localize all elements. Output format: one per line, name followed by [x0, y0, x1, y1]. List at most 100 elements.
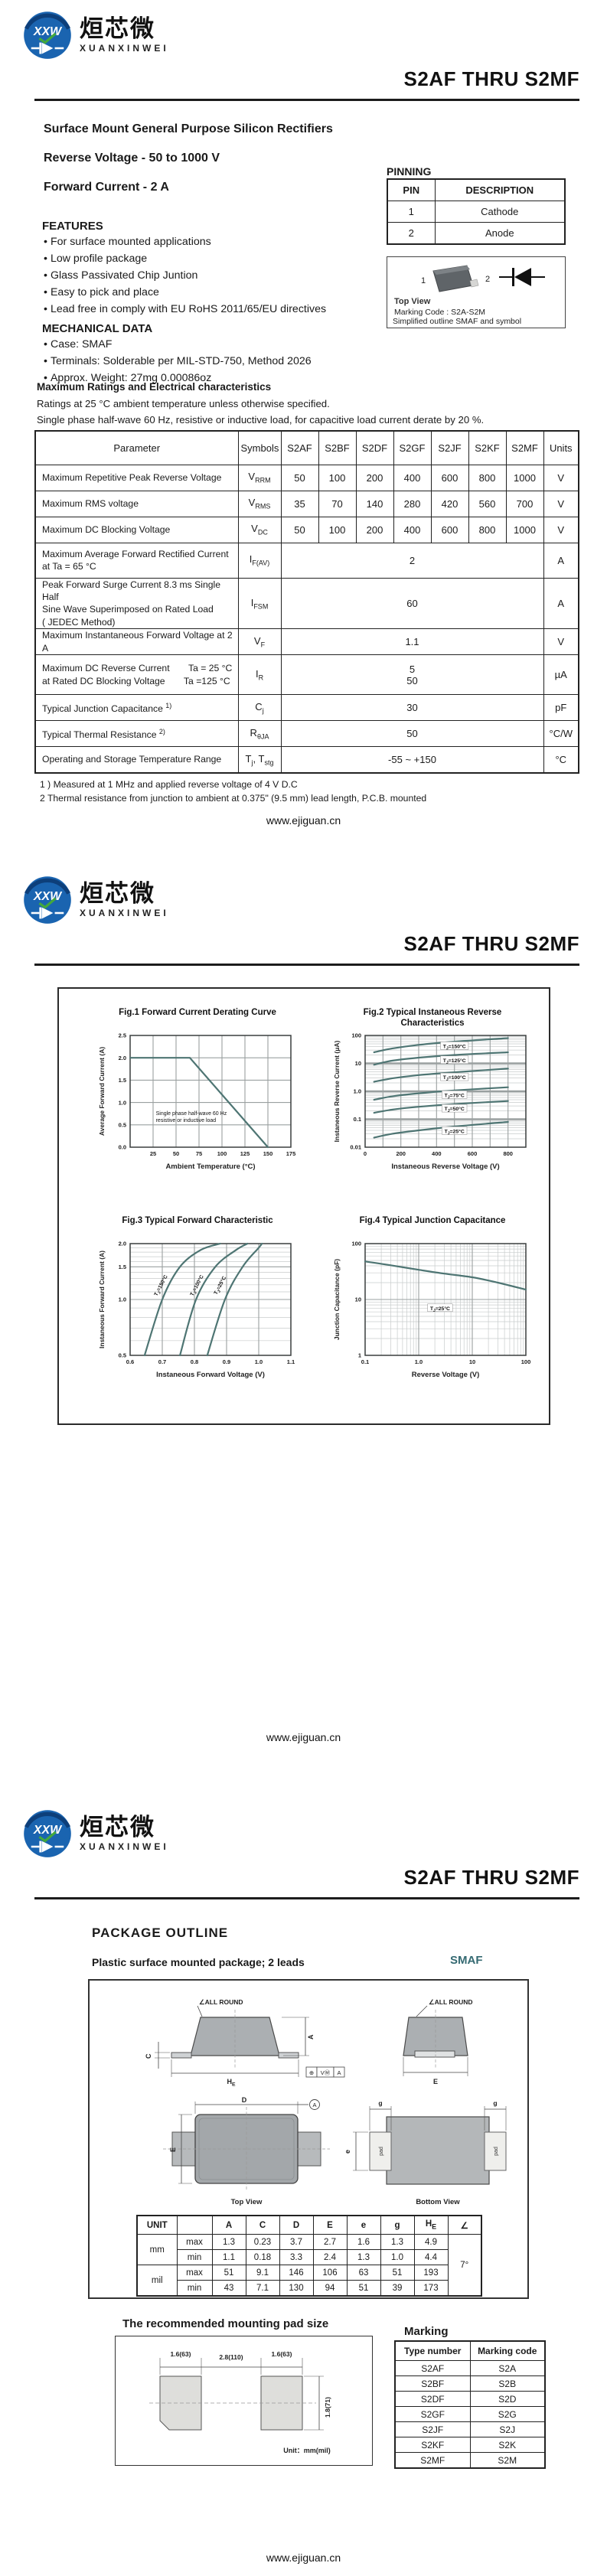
svg-text:0.6: 0.6 [126, 1358, 134, 1365]
svg-text:A: A [337, 2069, 341, 2076]
package-subheading: Plastic surface mounted package; 2 leads [92, 1956, 305, 1968]
svg-text:Reverse Voltage (V): Reverse Voltage (V) [412, 1371, 480, 1379]
svg-text:0.1: 0.1 [361, 1358, 369, 1365]
marking-row: S2KF S2K [394, 2437, 546, 2453]
series-T_J=125°C [373, 1051, 509, 1066]
reverse-voltage-line: Reverse Voltage - 50 to 1000 V [44, 152, 220, 165]
solder-pad [369, 2131, 392, 2171]
marking-code-cell: S2D [469, 2391, 546, 2407]
part-number-title: S2AF THRU S2MF [403, 932, 579, 955]
dim-row: mil max 51 9.1 146 106 63 51 193 [136, 2265, 481, 2297]
pin-description: Anode [434, 222, 566, 245]
svg-text:TJ=150°C: TJ=150°C [443, 1043, 466, 1051]
series-T_J=25°C [206, 1242, 263, 1357]
features-list: • For surface mounted applications • Low pr… [44, 236, 373, 320]
svg-text:10: 10 [355, 1060, 361, 1067]
description-col-header: DESCRIPTION [434, 178, 566, 201]
svg-text:800: 800 [503, 1150, 513, 1157]
value-cell: 100 [318, 464, 357, 491]
smd-package-icon [432, 265, 479, 292]
value-cell: 140 [355, 490, 394, 517]
svg-text:pad: pad [379, 2147, 384, 2156]
fig3-chart: TJ=150°C TJ=100°C TJ=25°C 0.6 0.7 0.8 0.9 1.0 1.… [83, 1238, 312, 1384]
svg-text:1.0: 1.0 [119, 1296, 126, 1303]
value-cell: 100 [318, 516, 357, 543]
marking-code-cell: S2M [469, 2452, 546, 2469]
svg-text:Single phase half-wave 60 Hz: Single phase half-wave 60 Hz [156, 1111, 227, 1117]
ratings-row: Maximum Instantaneous Forward Voltage at… [34, 628, 579, 656]
fig3-title: Fig.3 Typical Forward Characteristic [122, 1216, 273, 1225]
type-number-cell: S2JF [394, 2421, 471, 2437]
svg-text:10: 10 [469, 1358, 475, 1365]
dim-value-cell: 7.1 [245, 2280, 280, 2297]
marking-code-note: Marking Code : S2A-S2M [394, 308, 486, 317]
param-cell: Operating and Storage Temperature Range [34, 746, 239, 774]
fig4-title: Fig.4 Typical Junction Capacitance [359, 1216, 506, 1225]
dim-value-cell: 1.0 [380, 2249, 415, 2265]
dim-col-header: D [279, 2215, 314, 2235]
value-cell: 5 50 [280, 654, 544, 696]
header-rule [34, 964, 579, 966]
svg-text:1.0: 1.0 [415, 1358, 423, 1365]
value-cell: 2 [280, 542, 544, 579]
type-number-cell: S2DF [394, 2391, 471, 2407]
ratings-col-header: S2MF [505, 430, 544, 465]
svg-text:TJ=25°C: TJ=25°C [430, 1306, 450, 1313]
svg-text:Instaneous Forward Current (A): Instaneous Forward Current (A) [98, 1251, 106, 1348]
footnote-2: 2 Thermal resistance from junction to am… [40, 793, 427, 804]
svg-text:25: 25 [150, 1150, 156, 1157]
dim-value-cell: 9.1 [245, 2265, 280, 2281]
value-cell: 30 [280, 694, 544, 722]
unit-cell: A [543, 542, 579, 579]
dim-value-cell: 173 [413, 2280, 449, 2297]
series-T_J=150°C [373, 1037, 509, 1054]
fig2-title: Fig.2 Typical Instaneous Reverse Charact… [363, 1008, 502, 1029]
unit-cell: pF [543, 694, 579, 722]
dim-value-cell: 130 [279, 2280, 314, 2297]
pad-size-heading: The recommended mounting pad size [122, 2317, 329, 2330]
dim-col-header: A [211, 2215, 246, 2235]
feature-item: • Low profile package [44, 253, 148, 265]
mounting-pad-drawing: 1.6(63) 2.8(110) 1.6(63) 1.8(71) Unit：mm… [149, 2350, 331, 2454]
symbol-cell: VF [237, 628, 282, 656]
brand-name-cn: 烜芯微 [80, 1814, 155, 1841]
unit-cell: V [543, 628, 579, 656]
svg-text:TJ=50°C: TJ=50°C [445, 1106, 465, 1114]
angle-cell: 7° [447, 2234, 482, 2297]
svg-text:0.5: 0.5 [119, 1352, 126, 1359]
svg-text:0.9: 0.9 [223, 1358, 230, 1365]
ratings-col-header: S2BF [318, 430, 357, 465]
unit-cell: µA [543, 654, 579, 696]
type-number-cell: S2MF [394, 2452, 471, 2469]
svg-text:1.5: 1.5 [119, 1264, 126, 1270]
svg-text:Instaneous Reverse Voltage (V): Instaneous Reverse Voltage (V) [391, 1162, 499, 1171]
diode-icon [31, 1841, 64, 1853]
feature-item: • Glass Passivated Chip Juntion [44, 269, 198, 282]
pin-number: 1 [387, 201, 436, 223]
symbol-cell: Cj [237, 694, 282, 722]
dim-col-header: UNIT [136, 2215, 178, 2235]
dim-value-cell: 63 [346, 2265, 381, 2281]
dim-col-header: e [346, 2215, 381, 2235]
dim-col-header: C [245, 2215, 280, 2235]
marking-code-cell: S2J [469, 2421, 546, 2437]
dim-value-cell: 1.6 [346, 2234, 381, 2250]
series-T_J=150°C [143, 1242, 221, 1357]
value-cell: 1.1 [280, 628, 544, 656]
svg-text:400: 400 [432, 1150, 442, 1157]
svg-text:pad: pad [494, 2147, 499, 2156]
package-outline-box: ∠ALL ROUND A C HE ⊕ VⓂ A ∠ALL ROUND [88, 1979, 529, 2299]
value-cell: 70 [318, 490, 357, 517]
value-cell: 420 [430, 490, 469, 517]
fig3-block: Fig.3 Typical Forward Characteristic TJ=… [83, 1215, 312, 1384]
dim-value-cell: 2.7 [312, 2234, 348, 2250]
ratings-row: Typical Junction Capacitance 1) Cj 30 pF [34, 694, 579, 722]
symbol-cell: VDC [237, 516, 282, 543]
value-cell: 35 [280, 490, 319, 517]
bullet-icon: • [44, 236, 47, 248]
unit-cell: V [543, 464, 579, 491]
dim-value-cell: 1.3 [380, 2234, 415, 2250]
fig4-block: Fig.4 Typical Junction Capacitance TJ=25… [318, 1215, 547, 1384]
